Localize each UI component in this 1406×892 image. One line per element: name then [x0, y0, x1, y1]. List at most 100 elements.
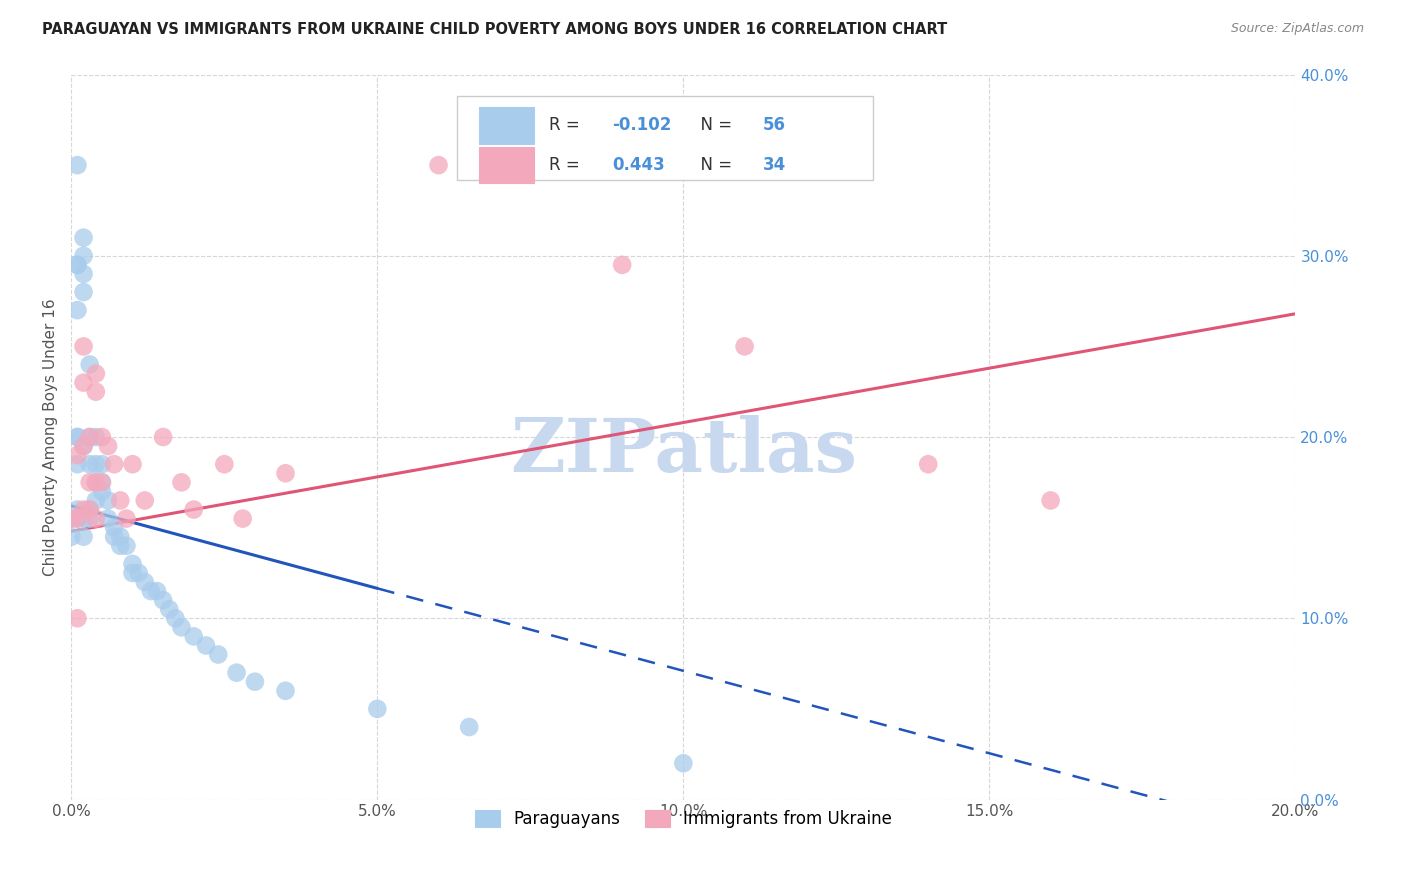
Text: 56: 56	[763, 117, 786, 135]
Point	[84, 457, 107, 471]
Point	[458, 720, 481, 734]
Point	[207, 648, 229, 662]
Point	[79, 502, 101, 516]
Point	[243, 674, 266, 689]
Point	[84, 430, 107, 444]
Text: Source: ZipAtlas.com: Source: ZipAtlas.com	[1230, 22, 1364, 36]
Point	[84, 384, 107, 399]
Point	[146, 584, 169, 599]
Point	[152, 593, 174, 607]
Point	[170, 620, 193, 634]
Point	[72, 249, 94, 263]
Point	[274, 467, 297, 481]
Point	[165, 611, 187, 625]
Point	[72, 439, 94, 453]
Point	[103, 521, 125, 535]
Point	[66, 511, 89, 525]
Point	[134, 493, 156, 508]
Point	[194, 639, 217, 653]
Text: R =: R =	[548, 117, 585, 135]
Point	[734, 339, 756, 353]
Point	[274, 683, 297, 698]
Point	[66, 511, 89, 525]
Point	[90, 484, 112, 499]
Point	[232, 511, 254, 525]
Point	[427, 158, 450, 172]
Point	[84, 511, 107, 525]
Point	[110, 493, 132, 508]
Point	[103, 457, 125, 471]
Point	[1039, 493, 1062, 508]
Point	[84, 367, 107, 381]
Text: PARAGUAYAN VS IMMIGRANTS FROM UKRAINE CHILD POVERTY AMONG BOYS UNDER 16 CORRELAT: PARAGUAYAN VS IMMIGRANTS FROM UKRAINE CH…	[42, 22, 948, 37]
Point	[121, 557, 143, 571]
Point	[84, 475, 107, 490]
Text: N =: N =	[689, 117, 737, 135]
Point	[134, 574, 156, 589]
Point	[115, 511, 138, 525]
Point	[97, 511, 120, 525]
Point	[66, 430, 89, 444]
Point	[72, 376, 94, 390]
Point	[60, 511, 83, 525]
Point	[66, 502, 89, 516]
Point	[917, 457, 939, 471]
Point	[66, 430, 89, 444]
Point	[72, 502, 94, 516]
Point	[110, 539, 132, 553]
Point	[72, 439, 94, 453]
Point	[66, 448, 89, 462]
Bar	[479, 146, 534, 183]
Point	[183, 629, 205, 643]
Point	[66, 303, 89, 318]
Point	[97, 493, 120, 508]
Point	[72, 230, 94, 244]
Point	[79, 358, 101, 372]
Text: N =: N =	[689, 155, 737, 174]
Point	[157, 602, 180, 616]
Y-axis label: Child Poverty Among Boys Under 16: Child Poverty Among Boys Under 16	[44, 298, 58, 576]
Point	[60, 511, 83, 525]
Point	[72, 511, 94, 525]
Point	[72, 267, 94, 281]
Point	[79, 430, 101, 444]
Point	[90, 475, 112, 490]
Text: 34: 34	[763, 155, 786, 174]
Point	[72, 285, 94, 299]
Point	[79, 475, 101, 490]
Point	[66, 258, 89, 272]
Text: R =: R =	[548, 155, 585, 174]
Point	[103, 530, 125, 544]
Text: -0.102: -0.102	[613, 117, 672, 135]
Point	[170, 475, 193, 490]
Point	[79, 502, 101, 516]
Point	[139, 584, 162, 599]
Point	[121, 457, 143, 471]
Point	[60, 530, 83, 544]
Text: 0.443: 0.443	[613, 155, 665, 174]
Point	[183, 502, 205, 516]
Point	[84, 493, 107, 508]
Point	[115, 539, 138, 553]
Point	[225, 665, 247, 680]
Text: ZIPatlas: ZIPatlas	[510, 415, 856, 488]
Point	[128, 566, 150, 580]
Point	[84, 475, 107, 490]
Bar	[479, 107, 534, 144]
Point	[79, 457, 101, 471]
Point	[152, 430, 174, 444]
Point	[121, 566, 143, 580]
Point	[97, 439, 120, 453]
Point	[366, 702, 388, 716]
Point	[72, 530, 94, 544]
Point	[90, 475, 112, 490]
Point	[90, 457, 112, 471]
Point	[110, 530, 132, 544]
Point	[66, 158, 89, 172]
Point	[79, 430, 101, 444]
Legend: Paraguayans, Immigrants from Ukraine: Paraguayans, Immigrants from Ukraine	[468, 803, 898, 835]
Point	[672, 756, 695, 771]
Point	[90, 430, 112, 444]
Point	[214, 457, 236, 471]
Point	[612, 258, 634, 272]
